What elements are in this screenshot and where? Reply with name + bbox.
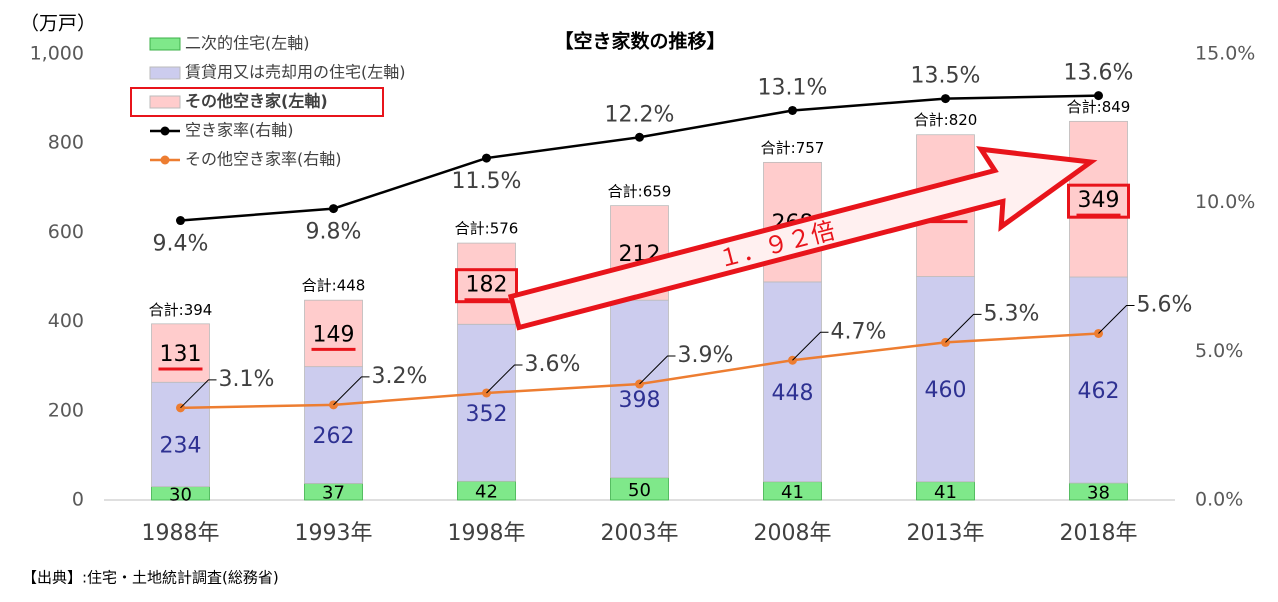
rate-label: 3.2%: [372, 364, 428, 389]
total-label: 合計:394: [149, 301, 213, 319]
legend-label: その他空き家(左軸): [185, 92, 328, 111]
total-label: 合計:448: [302, 277, 366, 295]
bar-segment: [610, 299, 669, 479]
bar-segment: [457, 323, 516, 482]
rate-label: 5.6%: [1137, 292, 1193, 317]
value-label: 349: [1078, 188, 1120, 213]
value-label: 50: [628, 480, 651, 501]
line-point: [1094, 91, 1103, 101]
y-tick-label: 400: [48, 310, 84, 332]
line-point: [176, 216, 185, 226]
source: 【出典】:住宅・土地統計調査(総務省): [22, 569, 279, 587]
leader-line: [333, 376, 370, 406]
legend-swatch: [149, 37, 181, 51]
value-label: 448: [772, 381, 814, 406]
total-label: 合計:576: [455, 220, 519, 238]
value-label: 462: [1078, 379, 1120, 404]
y-tick-label: 200: [48, 399, 84, 421]
y-tick-label: 1,000: [30, 43, 84, 65]
value-label: 41: [934, 482, 957, 503]
leader-line: [639, 355, 676, 385]
line-point: [635, 132, 644, 142]
value-label: 38: [1087, 483, 1110, 504]
leader-line: [792, 331, 829, 361]
unit-label: （万戸）: [20, 13, 96, 35]
value-label: 30: [169, 484, 192, 505]
x-tick-label: 2003年: [601, 521, 679, 546]
value-label: 398: [619, 388, 661, 413]
leader-line: [486, 364, 523, 394]
legend-label: 賃貸用又は売却用の住宅(左軸): [185, 63, 406, 82]
x-tick-label: 2018年: [1060, 521, 1138, 546]
total-label: 合計:659: [608, 183, 672, 201]
line-point: [788, 105, 797, 115]
legend-dot: [160, 126, 170, 136]
value-label: 41: [781, 482, 804, 503]
rate-label: 11.5%: [452, 169, 522, 194]
chart-title: 【空き家数の推移】: [554, 30, 725, 53]
value-label: 37: [322, 483, 345, 504]
rate-label: 9.4%: [153, 232, 209, 257]
x-tick-label: 2008年: [754, 521, 832, 546]
legend-swatch: [149, 66, 181, 80]
line-point: [329, 204, 338, 214]
highlight-box: [1067, 183, 1130, 219]
value-label: 131: [160, 342, 202, 367]
total-label: 合計:820: [914, 111, 978, 129]
value-label: 42: [475, 482, 498, 503]
arrow-shape: [507, 146, 1098, 331]
rate-label: 12.2%: [605, 102, 675, 127]
y2-tick-label: 15.0%: [1195, 43, 1255, 65]
legend-highlight: [130, 87, 384, 117]
y-tick-label: 800: [48, 132, 84, 154]
legend-label: 空き家率(右軸): [185, 121, 294, 140]
y2-tick-label: 10.0%: [1195, 191, 1255, 213]
value-label: 460: [925, 378, 967, 403]
bar-segment: [304, 299, 363, 368]
value-label: 149: [313, 322, 355, 347]
bar-segment: [151, 323, 210, 383]
bar-segment: [457, 242, 516, 325]
rate-label: 13.6%: [1064, 61, 1134, 86]
total-label: 合計:757: [761, 139, 825, 157]
x-tick-label: 1988年: [142, 521, 220, 546]
leader-line: [945, 313, 982, 343]
line-point: [941, 94, 950, 104]
value-label: 262: [313, 424, 355, 449]
rate-label: 5.3%: [984, 301, 1040, 326]
y-tick-label: 600: [48, 221, 84, 243]
x-tick-label: 2013年: [907, 521, 985, 546]
rate-label: 13.5%: [911, 64, 981, 89]
leader-line: [180, 379, 217, 409]
line-point: [482, 153, 491, 163]
value-label: 234: [160, 433, 202, 458]
value-label: 182: [466, 273, 508, 298]
legend-label: 二次的住宅(左軸): [185, 34, 310, 53]
x-tick-label: 1993年: [295, 521, 373, 546]
y-tick-label: 0: [72, 489, 84, 511]
rate-label: 3.6%: [525, 352, 581, 377]
leader-line: [1098, 304, 1135, 334]
bar-segment: [1069, 276, 1128, 484]
rate-label: 13.1%: [758, 75, 828, 100]
rate-label: 4.7%: [831, 319, 887, 344]
bar-segment: [151, 381, 210, 488]
rate-label: 9.8%: [306, 220, 362, 245]
total-label: 合計:849: [1067, 98, 1131, 116]
bar-segment: [916, 276, 975, 483]
legend-label: その他空き家率(右軸): [185, 150, 342, 169]
y2-tick-label: 0.0%: [1195, 489, 1243, 511]
bar-segment: [763, 281, 822, 483]
highlight-box: [455, 268, 518, 304]
rate-label: 3.1%: [219, 367, 275, 392]
y2-tick-label: 5.0%: [1195, 340, 1243, 362]
legend-dot: [160, 155, 170, 165]
legend-swatch: [149, 95, 181, 109]
x-tick-label: 1998年: [448, 521, 526, 546]
value-label: 352: [466, 402, 508, 427]
rate-label: 3.9%: [678, 343, 734, 368]
bar-segment: [1069, 120, 1128, 278]
